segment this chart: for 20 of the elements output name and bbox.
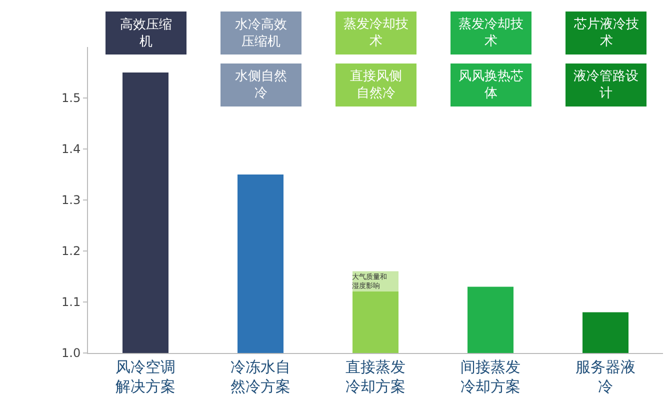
x-tick-label: 间接蒸发冷却方案 bbox=[460, 358, 520, 396]
y-tick-label: 1.5 bbox=[62, 91, 81, 106]
y-tick-label: 1.0 bbox=[62, 346, 81, 360]
annotation: 水侧自然冷 bbox=[235, 69, 287, 101]
annotation: 蒸发冷却技术 bbox=[344, 17, 408, 49]
x-tick-label: 直接蒸发冷却方案 bbox=[346, 358, 406, 396]
y-tick-label: 1.3 bbox=[62, 193, 81, 208]
annotation: 风风换热芯体 bbox=[458, 69, 524, 101]
annotation: 蒸发冷却技术 bbox=[458, 17, 524, 49]
y-tick-label: 1.4 bbox=[62, 142, 81, 156]
annotation: 液冷管路设计 bbox=[574, 69, 638, 101]
x-tick-label: 冷冻水自然冷方案 bbox=[230, 358, 290, 396]
annotation: 水冷高效压缩机 bbox=[235, 16, 287, 50]
x-tick-label: 风冷空调解决方案 bbox=[116, 358, 176, 396]
y-tick-label: 1.2 bbox=[62, 244, 81, 258]
annotation: 直接风侧自然冷 bbox=[350, 69, 402, 101]
annotation: 芯片液冷技术 bbox=[573, 17, 639, 49]
x-tick-label: 服务器液冷 bbox=[576, 358, 636, 396]
annotation: 高效压缩机 bbox=[120, 16, 172, 50]
y-tick-label: 1.1 bbox=[62, 295, 81, 310]
